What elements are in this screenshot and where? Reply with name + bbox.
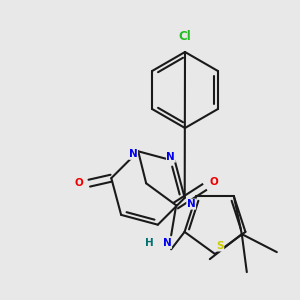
Text: S: S (216, 241, 224, 251)
Text: Cl: Cl (178, 29, 191, 43)
Text: N: N (167, 152, 175, 162)
Text: N: N (163, 238, 172, 248)
Text: H: H (145, 238, 154, 248)
Text: N: N (129, 149, 137, 159)
Text: N: N (187, 199, 196, 209)
Text: O: O (210, 177, 218, 187)
Text: O: O (75, 178, 84, 188)
